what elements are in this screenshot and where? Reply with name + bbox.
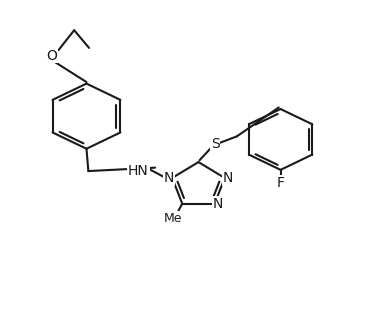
Text: N: N [212, 197, 223, 211]
Text: O: O [46, 49, 57, 63]
Text: Me: Me [164, 212, 182, 225]
Text: F: F [277, 176, 285, 190]
Text: N: N [164, 171, 174, 185]
Text: HN: HN [128, 164, 149, 178]
Text: S: S [211, 137, 220, 151]
Text: N: N [223, 171, 233, 185]
